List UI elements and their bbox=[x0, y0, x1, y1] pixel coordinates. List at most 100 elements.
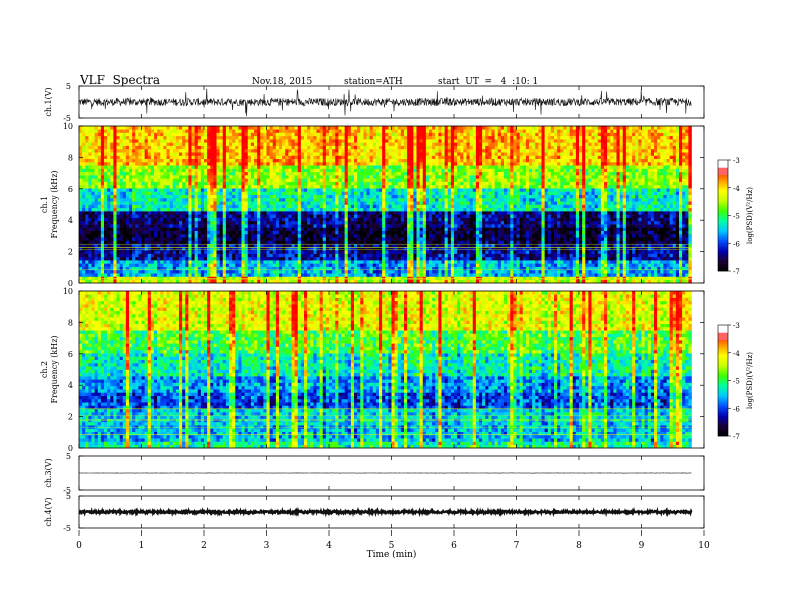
ch1-spec-cell bbox=[601, 211, 604, 215]
ch1-spec-cell bbox=[588, 257, 591, 261]
ch1-spec-cell bbox=[620, 208, 623, 212]
ch1-spec-cell bbox=[579, 227, 582, 231]
ch1-spec-cell bbox=[192, 211, 195, 215]
ch1-spec-cell bbox=[660, 231, 663, 235]
ch1-spec-cell bbox=[320, 201, 323, 205]
ch1-spec-cell bbox=[288, 201, 291, 205]
ch1-spec-cell bbox=[663, 270, 666, 274]
ch1-spec-cell bbox=[142, 250, 145, 254]
ch1-spec-cell bbox=[492, 231, 495, 235]
ch1-spec-cell bbox=[320, 250, 323, 254]
ch1-spec-cell bbox=[613, 221, 616, 225]
ch1-spec-cell bbox=[585, 270, 588, 274]
ch1-spec-cell bbox=[560, 221, 563, 225]
ch1-spec-cell bbox=[329, 224, 332, 228]
ch1-spec-cell bbox=[170, 211, 173, 215]
ch1-spec-cell bbox=[367, 201, 370, 205]
ch1-spec-cell bbox=[682, 267, 685, 271]
ch1-spec-cell bbox=[476, 214, 479, 218]
ch1-spec-cell bbox=[542, 250, 545, 254]
ch1-spec-cell bbox=[470, 260, 473, 264]
ch1-spec-cell bbox=[492, 257, 495, 261]
ch1-spec-cell bbox=[354, 263, 357, 267]
ch1-spec-cell bbox=[623, 260, 626, 264]
ch1-spec-cell bbox=[107, 250, 110, 254]
ch1-spec-cell bbox=[592, 227, 595, 231]
ch1-spec-cell bbox=[104, 231, 107, 235]
ch1-spec-cell bbox=[326, 250, 329, 254]
ch1-spec-cell bbox=[579, 263, 582, 267]
ch1-spec-cell bbox=[510, 218, 513, 222]
ch1-spec-cell bbox=[223, 263, 226, 267]
ch1-spec-cell bbox=[351, 227, 354, 231]
ch1-spec-cell bbox=[610, 234, 613, 238]
ch1-spec-cell bbox=[260, 231, 263, 235]
ch1-spec-cell bbox=[307, 260, 310, 264]
ch1-spec-cell bbox=[638, 214, 641, 218]
ch1-spec-cell bbox=[242, 237, 245, 241]
ch1-spec-cell bbox=[617, 205, 620, 209]
ch1-spec-cell bbox=[270, 227, 273, 231]
ch1-spec-cell bbox=[192, 254, 195, 258]
ch1-spec-cell bbox=[95, 205, 98, 209]
ch1-spec-cell bbox=[173, 237, 176, 241]
ch1-spec-cell bbox=[473, 211, 476, 215]
ch1-spec-cell bbox=[673, 250, 676, 254]
ch1-spec-cell bbox=[492, 250, 495, 254]
ch1-spec-cell bbox=[185, 237, 188, 241]
ch1-spec-cell bbox=[667, 263, 670, 267]
ch1-spec-cell bbox=[435, 231, 438, 235]
ch1-spec-cell bbox=[92, 234, 95, 238]
ch1-spec-cell bbox=[232, 273, 235, 277]
ch1-spec-cell bbox=[160, 250, 163, 254]
ch1-spec-cell bbox=[670, 263, 673, 267]
ch1-spec-cell bbox=[435, 270, 438, 274]
ch1-spec-cell bbox=[676, 221, 679, 225]
ch1-spec-cell bbox=[426, 234, 429, 238]
ch1-spec-cell bbox=[576, 250, 579, 254]
ch1-spec-cell bbox=[626, 270, 629, 274]
ch1-spec-cell bbox=[457, 240, 460, 244]
ch1-spec-cell bbox=[501, 201, 504, 205]
ch1-spec-cell bbox=[232, 254, 235, 258]
ch1-spec-cell bbox=[248, 218, 251, 222]
ch1-spec-cell bbox=[367, 260, 370, 264]
ch1-spec-cell bbox=[92, 211, 95, 215]
ch1-spec-cell bbox=[460, 214, 463, 218]
ch1-spec-cell bbox=[513, 240, 516, 244]
ch1-spec-cell bbox=[529, 257, 532, 261]
ch1-spec-cell bbox=[363, 254, 366, 258]
ch1-spec-cell bbox=[638, 267, 641, 271]
ch1-spec-cell bbox=[123, 267, 126, 271]
ch1-spec-cell bbox=[301, 205, 304, 209]
ch1-spec-cell bbox=[563, 214, 566, 218]
ch1-spec-cell bbox=[460, 205, 463, 209]
ch1-spec-cell bbox=[454, 221, 457, 225]
ch1-spec-cell bbox=[295, 208, 298, 212]
ch1-spec-cell bbox=[595, 211, 598, 215]
ch1-spec-cell bbox=[223, 214, 226, 218]
ch1-spec-cell bbox=[451, 231, 454, 235]
ch1-spec-cell bbox=[385, 254, 388, 258]
ch1-spec-cell bbox=[173, 211, 176, 215]
ch1-spec-cell bbox=[85, 214, 88, 218]
ch1-spec-cell bbox=[395, 263, 398, 267]
ch1-spec-cell bbox=[688, 237, 691, 241]
ch1-spec-cell bbox=[198, 260, 201, 264]
ch1-spec-cell bbox=[654, 201, 657, 205]
ch1-spec-cell bbox=[179, 234, 182, 238]
ch1-spec-cell bbox=[85, 208, 88, 212]
ch1-spec-cell bbox=[520, 234, 523, 238]
ch1-spec-cell bbox=[673, 237, 676, 241]
ch1-spec-cell bbox=[101, 211, 104, 215]
ch1-spec-cell bbox=[142, 198, 145, 202]
ch1-spec-cell bbox=[195, 227, 198, 231]
ch1-spec-cell bbox=[482, 208, 485, 212]
ch1-spec-cell bbox=[645, 273, 648, 277]
ch1-spec-cell bbox=[601, 273, 604, 277]
ch1-spec-cell bbox=[442, 211, 445, 215]
ch1-spec-cell bbox=[120, 205, 123, 209]
ch1-spec-cell bbox=[101, 214, 104, 218]
ch1-spec-cell bbox=[413, 231, 416, 235]
ch1-spec-cell bbox=[98, 263, 101, 267]
